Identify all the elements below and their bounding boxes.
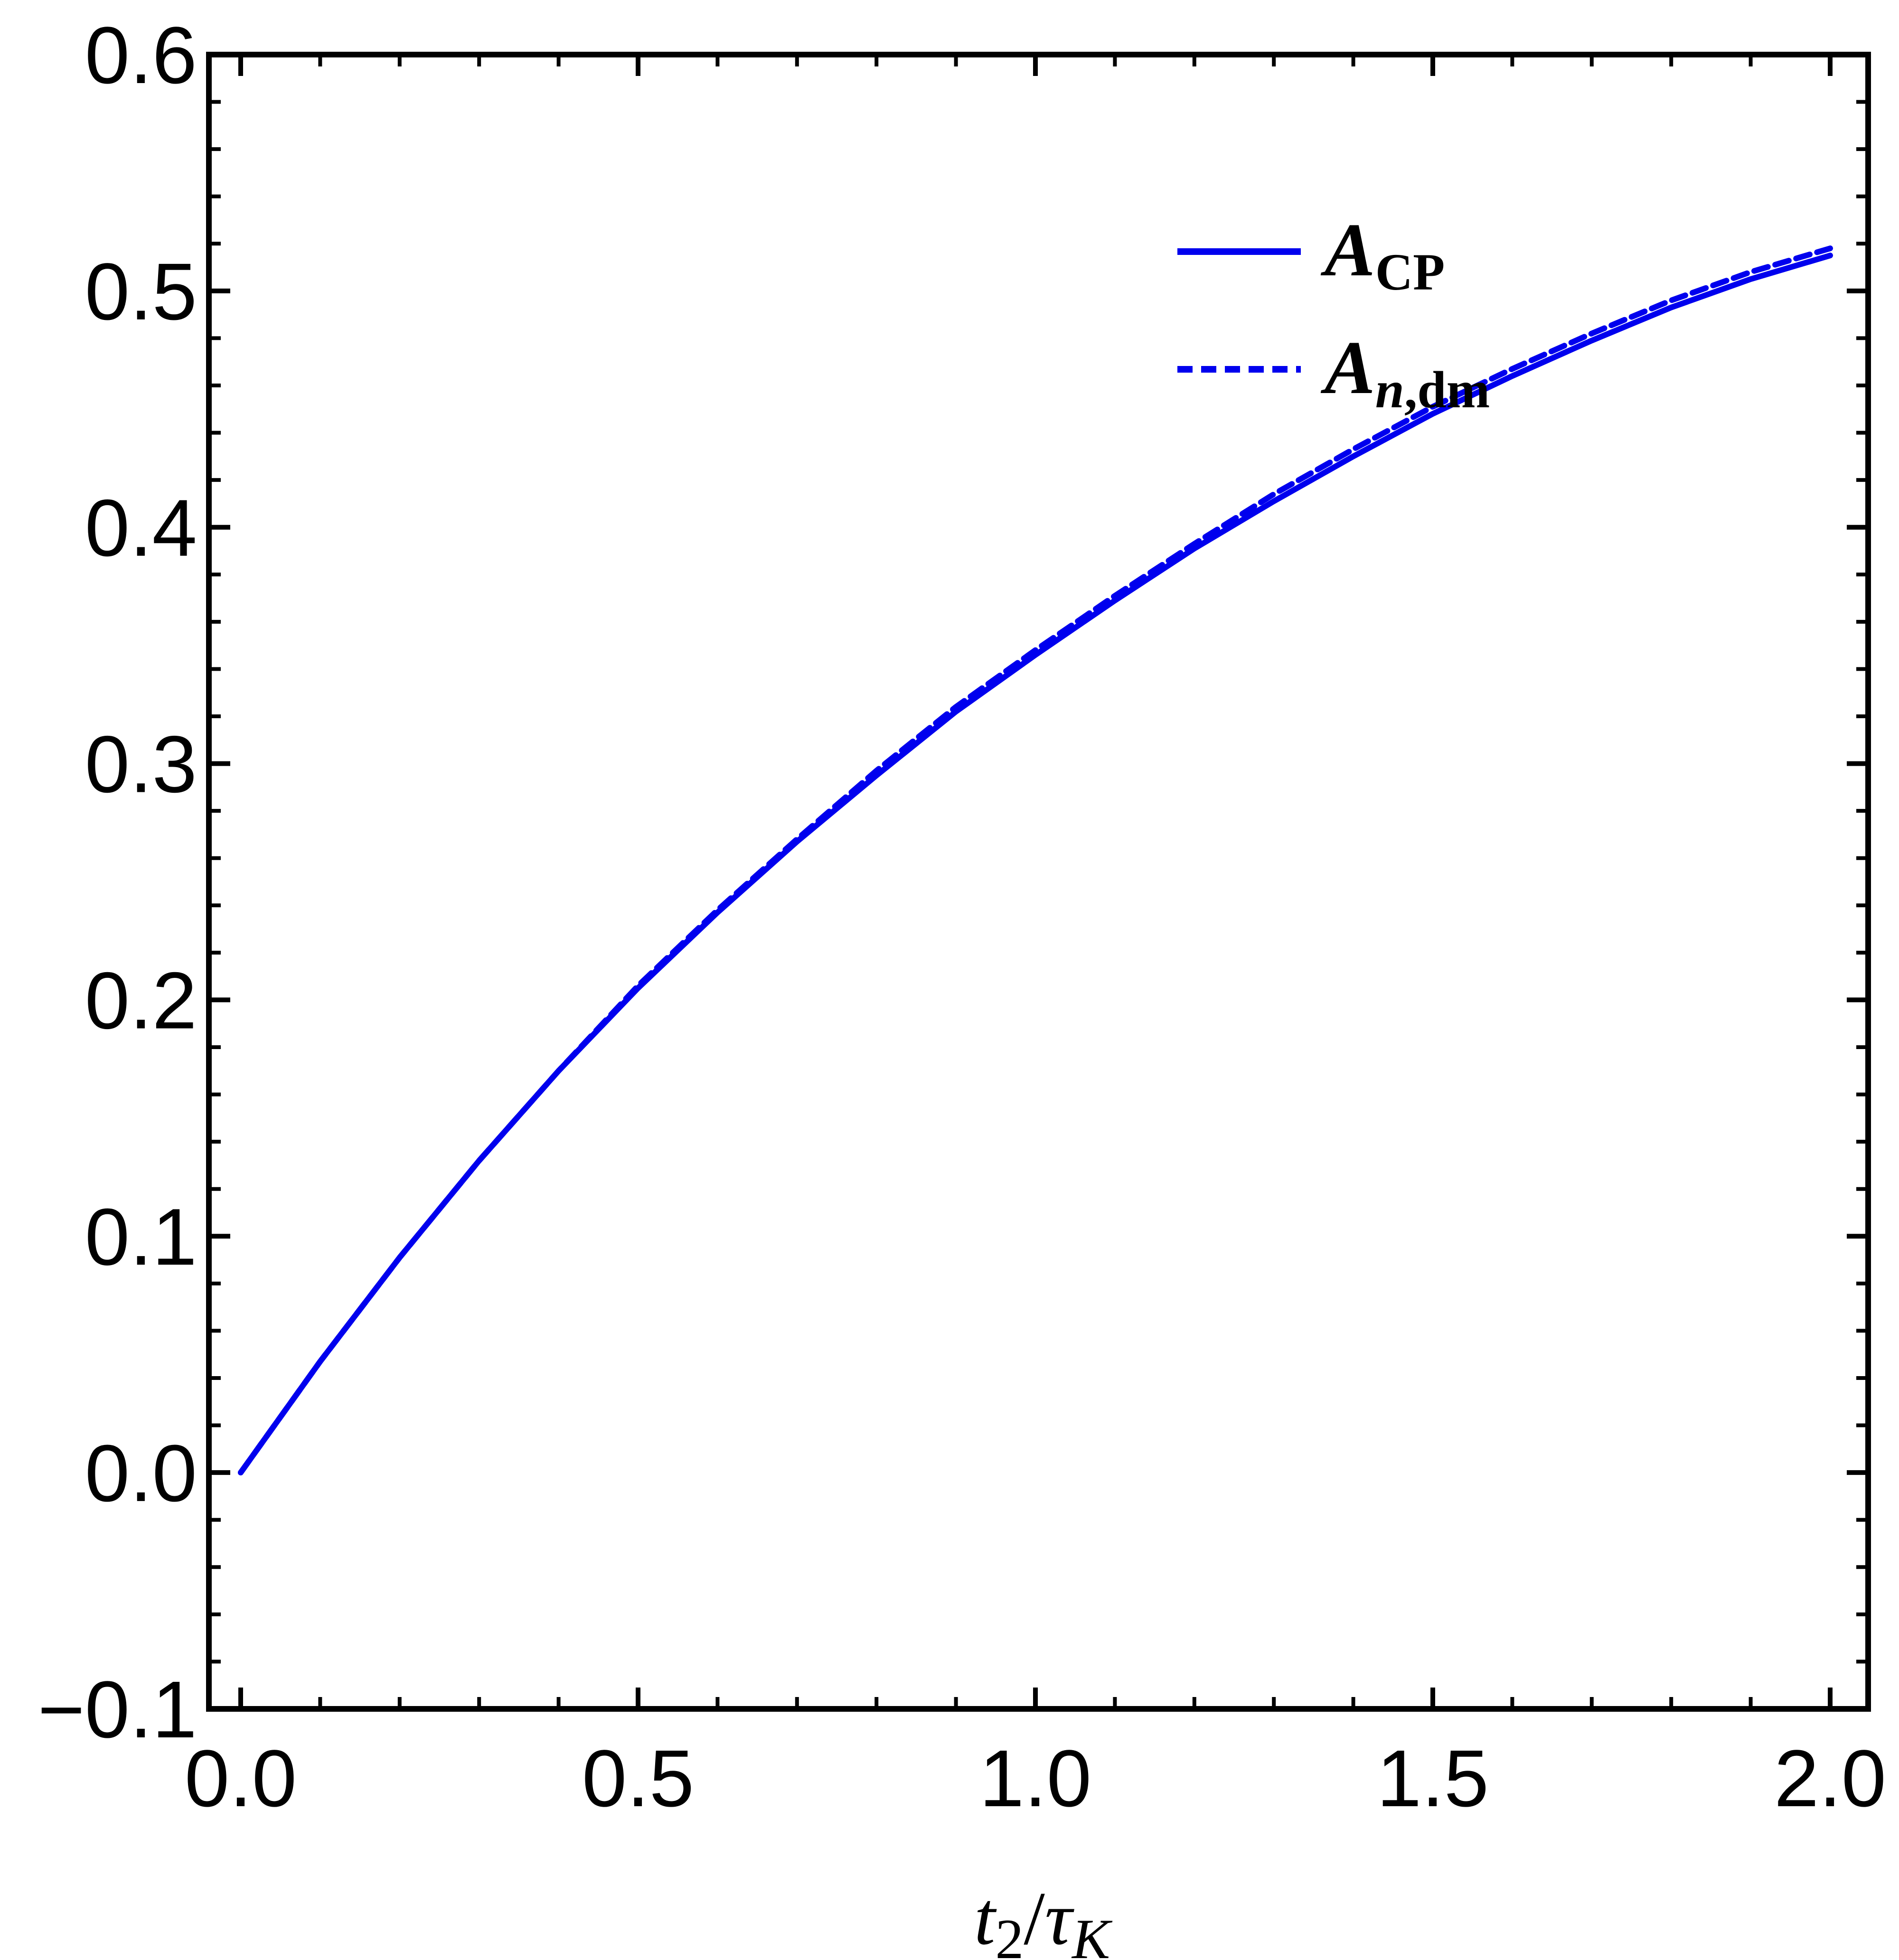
y-tick-label: 0.0: [85, 1428, 197, 1519]
legend: ACP An,dm: [1177, 207, 1490, 419]
x-label-sep: /: [1024, 1876, 1045, 1960]
y-tick-label: 0.5: [85, 247, 197, 337]
x-tick-label: 2.0: [1774, 1734, 1886, 1824]
y-tick-label: 0.4: [85, 483, 197, 573]
y-tick-label: 0.1: [85, 1192, 197, 1282]
x-tick-label: 0.0: [185, 1734, 297, 1824]
series-line-acp: [238, 253, 1833, 1476]
plot-frame: [206, 52, 1871, 1712]
legend-label-acp: ACP: [1320, 207, 1445, 301]
y-tick-label: 0.2: [85, 956, 197, 1046]
x-tick-label: 0.5: [582, 1734, 694, 1824]
tick-labels: 0.0 0.5 1.0 1.5 2.0−0.10.00.10.20.30.40.50.6: [38, 10, 1886, 1824]
y-tick-label: 0.3: [85, 720, 197, 810]
y-tick-label: 0.6: [85, 10, 197, 101]
x-tick-label: 1.5: [1377, 1734, 1489, 1824]
x-label-sub2: K: [1071, 1907, 1113, 1960]
series-line-andm: [238, 245, 1833, 1476]
x-label-main: t: [974, 1876, 997, 1960]
series-layer: [238, 245, 1833, 1476]
x-label-sub: 2: [995, 1907, 1024, 1960]
legend-label-andm: An,dm: [1320, 325, 1490, 419]
x-tick-label: 1.0: [979, 1734, 1091, 1824]
y-tick-label: −0.1: [38, 1665, 197, 1755]
x-axis-label: t2/τK: [974, 1876, 1113, 1960]
x-label-main2: τ: [1045, 1876, 1075, 1960]
